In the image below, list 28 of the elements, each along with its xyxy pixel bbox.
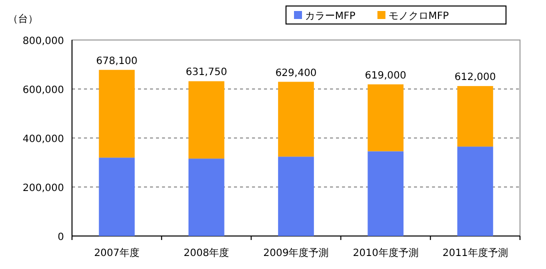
legend-label: モノクロMFP — [388, 11, 449, 22]
y-tick-label: 800,000 — [22, 36, 64, 47]
bar — [98, 70, 135, 158]
bar — [98, 158, 135, 236]
bar — [188, 158, 224, 236]
bar — [188, 81, 224, 159]
legend-label: カラーMFP — [305, 11, 356, 22]
x-tick-label: 2009年度予測 — [263, 247, 329, 259]
y-tick-label: 200,000 — [22, 183, 64, 194]
x-tick-label: 2008年度 — [184, 247, 230, 259]
total-label: 612,000 — [454, 72, 496, 84]
total-label: 631,750 — [186, 67, 228, 78]
bar — [278, 82, 314, 157]
bar — [368, 151, 404, 236]
x-tick-label: 2010年度予測 — [352, 247, 418, 259]
y-tick-label: 400,000 — [22, 134, 64, 145]
x-tick-label: 2011年度予測 — [442, 247, 508, 259]
y-tick-label: 0 — [58, 232, 64, 243]
x-tick-label: 2007年度 — [94, 247, 140, 259]
bar — [278, 156, 314, 236]
y-tick-label: 600,000 — [22, 85, 64, 96]
bar — [368, 84, 404, 152]
total-label: 629,400 — [275, 68, 317, 79]
total-label: 619,000 — [364, 70, 406, 82]
bar — [457, 86, 494, 147]
total-label: 678,100 — [96, 56, 138, 67]
y-axis-title: （台） — [8, 13, 38, 25]
bar — [457, 146, 494, 236]
